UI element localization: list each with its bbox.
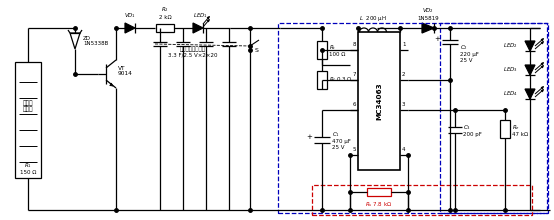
Bar bbox=[500, 120, 510, 138]
Text: $R_e$
47 kΩ: $R_e$ 47 kΩ bbox=[512, 123, 528, 137]
Text: $VD_2$
1N5819: $VD_2$ 1N5819 bbox=[417, 6, 439, 21]
Text: 2: 2 bbox=[402, 72, 406, 77]
Text: $C_3$
200 pF: $C_3$ 200 pF bbox=[463, 123, 482, 137]
Text: 6: 6 bbox=[352, 102, 356, 107]
Polygon shape bbox=[525, 65, 535, 75]
Text: ZD
1N5338B: ZD 1N5338B bbox=[83, 36, 108, 46]
Text: $VD_1$: $VD_1$ bbox=[124, 11, 136, 20]
Bar bbox=[317, 41, 327, 59]
Polygon shape bbox=[422, 23, 434, 33]
Text: $LED_2$: $LED_2$ bbox=[503, 42, 518, 50]
Polygon shape bbox=[193, 23, 203, 33]
Text: 5: 5 bbox=[352, 147, 356, 152]
Bar bbox=[278, 23, 547, 213]
Text: $LED_3$: $LED_3$ bbox=[503, 66, 518, 74]
Text: $R_t$
100 Ω: $R_t$ 100 Ω bbox=[329, 43, 345, 57]
Text: $R_1$
150 Ω: $R_1$ 150 Ω bbox=[20, 161, 36, 175]
Bar bbox=[317, 71, 327, 89]
Text: $LED_1$: $LED_1$ bbox=[193, 11, 207, 20]
Text: $R_2$
2 kΩ: $R_2$ 2 kΩ bbox=[158, 5, 171, 20]
Text: 1: 1 bbox=[402, 42, 406, 47]
Bar bbox=[156, 24, 174, 32]
Text: +: + bbox=[434, 36, 440, 42]
Text: 7: 7 bbox=[352, 72, 356, 77]
Text: +: + bbox=[306, 134, 312, 140]
Text: 太阳能
电池板: 太阳能 电池板 bbox=[23, 100, 33, 112]
Bar bbox=[312, 185, 532, 215]
Text: $R_f$ 0.3 Ω: $R_f$ 0.3 Ω bbox=[329, 75, 352, 84]
Bar bbox=[367, 188, 391, 196]
Text: $R_s$ 7.8 kΩ: $R_s$ 7.8 kΩ bbox=[366, 200, 393, 209]
Text: S: S bbox=[255, 48, 259, 53]
Text: $C_1$
470 μF
25 V: $C_1$ 470 μF 25 V bbox=[332, 130, 351, 150]
Text: 8: 8 bbox=[352, 42, 356, 47]
Bar bbox=[15, 62, 41, 178]
Polygon shape bbox=[525, 89, 535, 99]
Text: 4: 4 bbox=[402, 147, 406, 152]
Polygon shape bbox=[125, 23, 135, 33]
Text: $C_2$
220 μF
25 V: $C_2$ 220 μF 25 V bbox=[460, 43, 479, 63]
Text: MC34063: MC34063 bbox=[376, 82, 382, 120]
Text: $L$  200 μH: $L$ 200 μH bbox=[359, 14, 387, 23]
Text: 3: 3 bbox=[402, 102, 406, 107]
Text: VT
9014: VT 9014 bbox=[118, 66, 133, 76]
Bar bbox=[440, 23, 548, 213]
Text: $LED_4$: $LED_4$ bbox=[503, 90, 518, 99]
Bar bbox=[358, 32, 400, 170]
Text: 法拉电容蓄电模块
3.3 F/2.5 V×2×20: 法拉电容蓄电模块 3.3 F/2.5 V×2×20 bbox=[168, 46, 218, 58]
Polygon shape bbox=[525, 41, 535, 51]
